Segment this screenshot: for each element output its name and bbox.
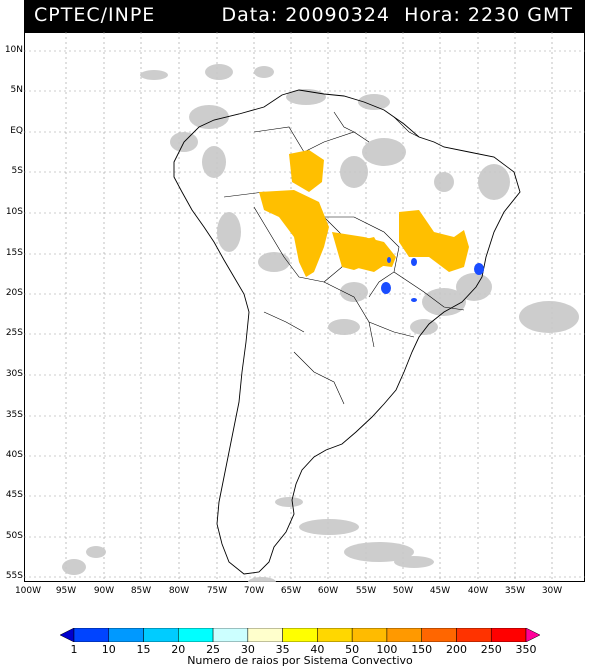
legend-swatch bbox=[490, 628, 527, 642]
south-america-map bbox=[24, 32, 585, 582]
source-label: CPTEC/INPE bbox=[34, 4, 156, 26]
legend-tick-label: 1 bbox=[70, 643, 78, 656]
lat-label: 25S bbox=[5, 328, 23, 338]
legend-swatch bbox=[351, 628, 388, 642]
legend-tick-label: 100 bbox=[376, 643, 398, 656]
legend-swatch bbox=[212, 628, 249, 642]
lat-label: 10N bbox=[4, 45, 23, 55]
legend-swatch bbox=[386, 628, 422, 642]
legend-swatch bbox=[178, 628, 214, 642]
lon-label: 35W bbox=[504, 586, 526, 596]
lon-label: 95W bbox=[55, 586, 77, 596]
color-legend bbox=[60, 628, 540, 642]
title-bar: CPTEC/INPE Data: 20090324 Hora: 2230 GMT bbox=[24, 0, 585, 32]
cloud-cover bbox=[62, 64, 579, 582]
lon-label: 65W bbox=[280, 586, 302, 596]
lon-label: 90W bbox=[93, 586, 115, 596]
lat-label: 55S bbox=[5, 571, 23, 581]
country-borders bbox=[223, 111, 465, 405]
legend-swatch bbox=[247, 628, 283, 642]
lon-label: 85W bbox=[130, 586, 152, 596]
lat-label: 15S bbox=[5, 248, 23, 258]
legend-tick-label: 25 bbox=[206, 643, 221, 656]
lat-label: 5S bbox=[11, 166, 23, 176]
legend-swatch bbox=[60, 628, 75, 642]
legend-tick-label: 35 bbox=[275, 643, 290, 656]
legend-tick-label: 30 bbox=[240, 643, 255, 656]
lon-label: 50W bbox=[392, 586, 414, 596]
lon-label: 55W bbox=[355, 586, 377, 596]
lat-label: 20S bbox=[5, 288, 23, 298]
lat-label: 50S bbox=[5, 531, 23, 541]
graticule bbox=[24, 32, 585, 582]
legend-tick-label: 50 bbox=[345, 643, 360, 656]
lat-label: 10S bbox=[5, 207, 23, 217]
legend-swatch bbox=[143, 628, 179, 642]
legend-swatch bbox=[525, 628, 540, 642]
legend-tick-label: 350 bbox=[515, 643, 537, 656]
lon-label: 45W bbox=[429, 586, 451, 596]
lon-label: 30W bbox=[541, 586, 563, 596]
legend-swatch bbox=[421, 628, 457, 642]
legend-swatch bbox=[317, 628, 353, 642]
lon-label: 75W bbox=[206, 586, 228, 596]
lon-label: 80W bbox=[168, 586, 190, 596]
legend-tick-label: 15 bbox=[136, 643, 151, 656]
lat-label: 30S bbox=[5, 369, 23, 379]
legend-tick-label: 10 bbox=[101, 643, 116, 656]
legend-tick-label: 200 bbox=[445, 643, 467, 656]
lat-label: 5N bbox=[10, 85, 23, 95]
legend-tick-label: 40 bbox=[310, 643, 325, 656]
legend-tick-label: 20 bbox=[171, 643, 186, 656]
legend-caption: Numero de raios por Sistema Convectivo bbox=[187, 654, 413, 667]
lon-label: 60W bbox=[317, 586, 339, 596]
legend-swatch bbox=[73, 628, 110, 642]
lon-label: 70W bbox=[243, 586, 265, 596]
lightning-orange bbox=[259, 150, 469, 277]
legend-swatch bbox=[456, 628, 492, 642]
lat-label: EQ bbox=[10, 126, 23, 136]
lightning-blue bbox=[381, 257, 484, 302]
lon-label: 100W bbox=[14, 586, 42, 596]
lat-label: 40S bbox=[5, 450, 23, 460]
legend-tick-label: 150 bbox=[411, 643, 433, 656]
legend-tick-label: 250 bbox=[480, 643, 502, 656]
lon-label: 40W bbox=[467, 586, 489, 596]
legend-swatch bbox=[108, 628, 144, 642]
lat-label: 45S bbox=[5, 490, 23, 500]
lat-label: 35S bbox=[5, 410, 23, 420]
coastline bbox=[173, 89, 521, 575]
datetime-label: Data: 20090324 Hora: 2230 GMT bbox=[221, 4, 573, 26]
legend-swatch bbox=[282, 628, 318, 642]
map-frame bbox=[24, 32, 585, 582]
